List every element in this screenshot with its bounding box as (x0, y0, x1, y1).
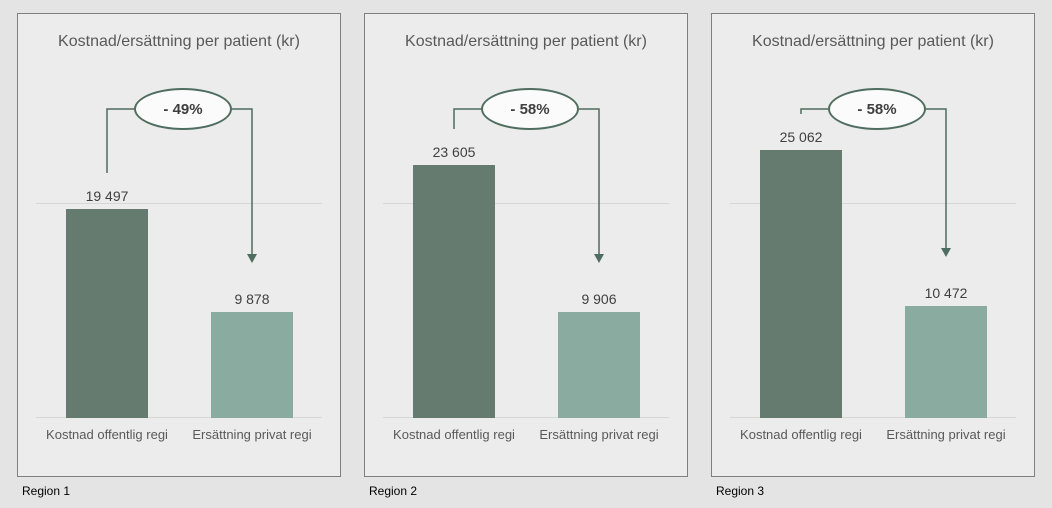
percent-change-badge: - 49% (134, 88, 232, 130)
chart-title: Kostnad/ersättning per patient (kr) (712, 30, 1034, 53)
x-axis-label-private: Ersättning privat regi (192, 427, 312, 442)
region-label: Region 1 (22, 484, 71, 498)
chart-title-text: Kostnad/ersättning per patient (kr) (405, 33, 647, 50)
bar-public-cost (413, 165, 495, 418)
percent-change-badge: - 58% (828, 88, 926, 130)
chart-card: Kostnad/ersättning per patient (kr) 25 0… (711, 13, 1035, 477)
value-label: 10 472 (924, 285, 968, 301)
percent-change-badge: - 58% (481, 88, 579, 130)
x-axis-baseline (730, 417, 1016, 418)
plot-area: 19 497 9 878 - 49% (18, 84, 340, 418)
chart-title-text: Kostnad/ersättning per patient (kr) (58, 33, 300, 50)
region-label: Region 2 (369, 484, 418, 498)
gridline-20000 (36, 203, 322, 204)
arrow-down-icon (941, 248, 951, 257)
plot-area: 25 062 10 472 - 58% (712, 84, 1034, 418)
chart-panel-region-2: Kostnad/ersättning per patient (kr) 23 6… (364, 13, 688, 498)
arrow-down-icon (247, 254, 257, 263)
bar-private-compensation (211, 312, 293, 418)
chart-card: Kostnad/ersättning per patient (kr) 19 4… (17, 13, 341, 477)
x-axis-label-private: Ersättning privat regi (886, 427, 1006, 442)
chart-panel-region-3: Kostnad/ersättning per patient (kr) 25 0… (711, 13, 1035, 498)
gridline-20000 (383, 203, 669, 204)
x-axis-label-public: Kostnad offentlig regi (393, 427, 515, 442)
bar-private-compensation (905, 306, 987, 418)
x-axis-label-public: Kostnad offentlig regi (46, 427, 168, 442)
value-label: 23 605 (432, 144, 476, 160)
arrow-down-icon (594, 254, 604, 263)
value-label: 9 878 (234, 291, 270, 307)
chart-card: Kostnad/ersättning per patient (kr) 23 6… (364, 13, 688, 477)
chart-panel-region-1: Kostnad/ersättning per patient (kr) 19 4… (17, 13, 341, 498)
x-axis-baseline (36, 417, 322, 418)
x-axis-baseline (383, 417, 669, 418)
chart-title: Kostnad/ersättning per patient (kr) (18, 30, 340, 53)
value-label: 25 062 (779, 129, 823, 145)
value-label: 9 906 (581, 291, 617, 307)
gridline-20000 (730, 203, 1016, 204)
chart-title: Kostnad/ersättning per patient (kr) (365, 30, 687, 53)
region-label: Region 3 (716, 484, 765, 498)
bar-public-cost (66, 209, 148, 418)
chart-title-text: Kostnad/ersättning per patient (kr) (752, 33, 994, 50)
bar-public-cost (760, 150, 842, 418)
x-axis-label-private: Ersättning privat regi (539, 427, 659, 442)
value-label: 19 497 (85, 188, 129, 204)
plot-area: 23 605 9 906 - 58% (365, 84, 687, 418)
x-axis-label-public: Kostnad offentlig regi (740, 427, 862, 442)
bar-private-compensation (558, 312, 640, 418)
